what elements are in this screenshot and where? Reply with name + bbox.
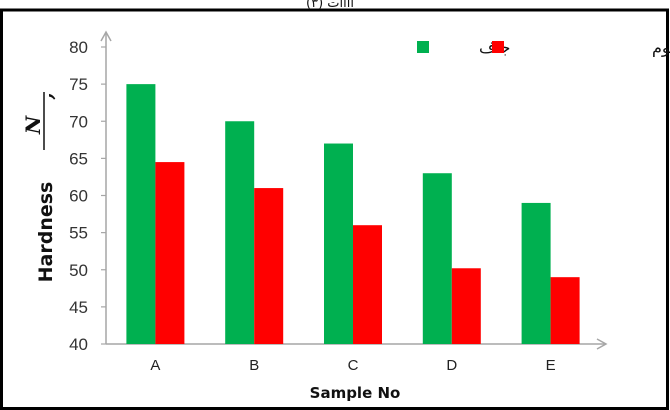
chart-title: (٣) اااات xyxy=(306,0,354,11)
x-tick-label: D xyxy=(446,357,457,374)
x-axis-arrow xyxy=(596,338,608,350)
bar-immersed-b xyxy=(254,188,284,344)
x-tick-label: C xyxy=(348,357,359,374)
y-tick-label: 75 xyxy=(69,75,88,94)
legend-swatch-immersed xyxy=(492,41,504,53)
y-tick-label: 45 xyxy=(69,298,88,317)
legend-swatch-dry xyxy=(417,41,429,53)
y-tick-label: 70 xyxy=(69,112,88,131)
bar-dry-d xyxy=(422,173,452,344)
x-tick-label: E xyxy=(546,357,556,374)
bar-dry-c xyxy=(324,143,353,344)
x-axis-title: Sample No xyxy=(310,384,401,402)
bar-immersed-e xyxy=(550,277,580,344)
y-tick-label: 55 xyxy=(69,224,88,243)
bar-immersed-d xyxy=(451,268,481,344)
x-tick-labels: A B C D E xyxy=(150,357,555,374)
bar-dry-a xyxy=(126,84,156,344)
bar-immersed-a xyxy=(155,162,185,344)
bar-dry-b xyxy=(225,121,255,344)
legend: جافغمر (٢١) يوم xyxy=(417,38,670,58)
y-axis-unit-label: N xyxy=(21,115,45,135)
chart-border xyxy=(0,8,669,410)
y-tick-labels: 40 45 50 55 60 65 70 75 80 xyxy=(69,38,106,354)
y-tick-label: 80 xyxy=(69,38,88,57)
x-tick-label: A xyxy=(150,357,160,374)
y-tick-label: 60 xyxy=(69,187,88,206)
x-tick-label: B xyxy=(249,357,259,374)
y-axis-title: Hardness xyxy=(35,182,57,283)
y-axis-arrow xyxy=(100,30,112,42)
y-tick-label: 50 xyxy=(69,261,88,280)
bar-dry-e xyxy=(521,202,551,344)
y-axis-unit-denominator: , xyxy=(33,93,57,101)
bar-immersed-c xyxy=(353,225,382,344)
y-axis-unit: N xyxy=(21,115,45,135)
bars xyxy=(126,84,580,344)
y-tick-label: 65 xyxy=(69,149,88,168)
y-tick-label: 40 xyxy=(69,335,88,354)
legend-label-immersed: غمر (٢١) يوم xyxy=(652,38,670,58)
